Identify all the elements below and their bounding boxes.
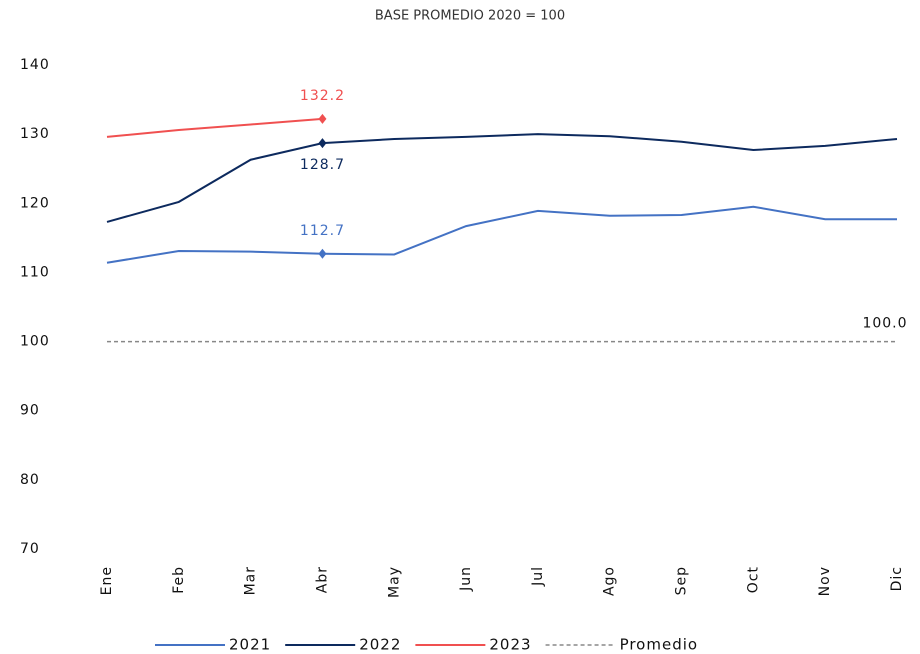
x-tick-label: Dic bbox=[889, 566, 905, 591]
x-tick-label: Oct bbox=[745, 566, 761, 593]
x-tick-label: Jun bbox=[458, 566, 474, 592]
legend-label: Promedio bbox=[620, 636, 699, 654]
y-tick-label: 70 bbox=[20, 541, 40, 557]
point-marker bbox=[318, 138, 327, 149]
x-tick-label: May bbox=[386, 566, 402, 598]
y-tick-label: 120 bbox=[20, 195, 50, 211]
series-line bbox=[106, 117, 323, 138]
data-label: 128.7 bbox=[300, 157, 345, 173]
y-tick-label: 80 bbox=[20, 472, 40, 488]
x-tick-label: Jul bbox=[530, 566, 546, 587]
y-tick-label: 130 bbox=[20, 126, 50, 142]
point-marker bbox=[318, 248, 327, 259]
series-line bbox=[106, 205, 897, 264]
y-tick-label: 100 bbox=[20, 334, 50, 350]
x-tick-label: Ene bbox=[99, 566, 115, 595]
legend-label: 2022 bbox=[359, 636, 401, 654]
x-tick-label: Abr bbox=[314, 566, 330, 593]
point-marker bbox=[318, 113, 327, 124]
x-tick-label: Ago bbox=[602, 566, 618, 596]
x-tick-label: Mar bbox=[243, 566, 259, 595]
legend-label: 2023 bbox=[489, 636, 531, 654]
data-label: 132.2 bbox=[300, 88, 345, 104]
y-tick-label: 110 bbox=[20, 264, 50, 280]
series-line bbox=[106, 133, 898, 223]
legend-label: 2021 bbox=[229, 636, 271, 654]
data-label: 112.7 bbox=[300, 223, 345, 239]
y-tick-label: 140 bbox=[20, 57, 50, 73]
x-tick-label: Feb bbox=[171, 566, 187, 594]
x-tick-label: Nov bbox=[817, 566, 833, 596]
x-tick-label: Sep bbox=[674, 566, 690, 595]
data-label: 100.0 bbox=[862, 316, 907, 332]
chart-subtitle: BASE PROMEDIO 2020 = 100 bbox=[375, 9, 565, 24]
y-tick-label: 90 bbox=[20, 403, 40, 419]
